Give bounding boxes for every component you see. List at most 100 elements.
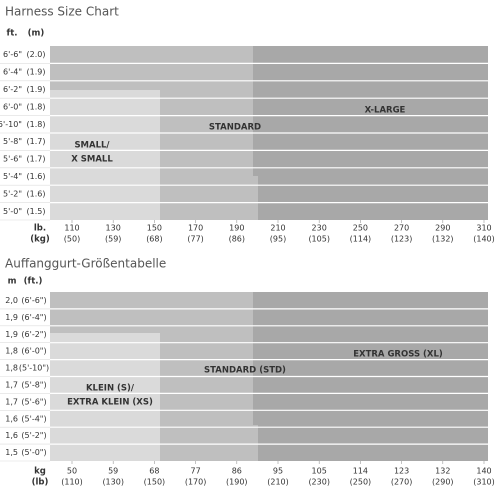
row-label: 1,6 <box>5 414 18 423</box>
row-label: (6'-0") <box>21 347 46 356</box>
column-label: (95) <box>270 235 286 244</box>
row-label: (5'-6") <box>21 397 46 406</box>
row-label: 5'-8" <box>3 137 22 146</box>
column-label: (77) <box>187 235 203 244</box>
region-label: STANDARD <box>209 123 261 133</box>
row-label: 6'-2" <box>3 85 22 94</box>
header-label: ft. <box>7 29 18 39</box>
column-label: (50) <box>64 235 80 244</box>
row-label: 2,0 <box>5 296 18 305</box>
column-label: (105) <box>308 235 330 244</box>
row-label: 1,7 <box>5 380 18 389</box>
column-label: 114 <box>353 467 368 476</box>
column-label: 250 <box>353 224 368 233</box>
column-label: (59) <box>105 235 121 244</box>
column-label: 123 <box>394 467 409 476</box>
header-label: (ft.) <box>24 277 43 287</box>
region-label: EXTRA KLEIN (XS) <box>67 398 153 408</box>
panel-title: Harness Size Chart <box>5 5 119 19</box>
column-label: (68) <box>146 235 162 244</box>
row-label: (6'-2") <box>21 330 46 339</box>
row-label: 1,8 <box>5 347 18 356</box>
panel-title: Auffanggurt-Größentabelle <box>5 257 166 271</box>
column-label: 77 <box>191 467 201 476</box>
row-label: 6'-0" <box>3 102 22 111</box>
region-label: X SMALL <box>71 155 113 165</box>
column-label: (114) <box>350 235 372 244</box>
row-label: (1.8) <box>27 102 46 111</box>
column-label: 230 <box>312 224 327 233</box>
region-label: KLEIN (S)/ <box>86 384 135 394</box>
row-label: (1.7) <box>27 137 46 146</box>
row-label: 6'-4" <box>3 68 22 77</box>
row-label: 5'-0" <box>3 207 22 216</box>
header-label: m <box>8 277 17 287</box>
row-label: 5'-10" <box>0 120 22 129</box>
column-label: (150) <box>144 478 166 487</box>
row-label: (1.5) <box>27 207 46 216</box>
axis-label: (lb) <box>32 478 49 488</box>
region-label: X-LARGE <box>365 106 406 116</box>
row-label: (1.6) <box>27 172 46 181</box>
axis-label: (kg) <box>30 235 50 245</box>
column-label: 290 <box>435 224 450 233</box>
column-label: 68 <box>149 467 159 476</box>
row-label: (6'-6") <box>21 296 46 305</box>
row-label: (1.8) <box>27 120 46 129</box>
row-label: 5'-4" <box>3 172 22 181</box>
row-label: 1,5 <box>5 448 18 457</box>
axis-label: kg <box>34 467 46 477</box>
column-label: 170 <box>188 224 203 233</box>
column-label: (310) <box>473 478 495 487</box>
column-label: 190 <box>229 224 244 233</box>
column-label: 210 <box>270 224 285 233</box>
row-label: 1,7 <box>5 397 18 406</box>
column-label: (123) <box>391 235 413 244</box>
row-label: (1.6) <box>27 189 46 198</box>
column-label: (250) <box>350 478 372 487</box>
column-label: (130) <box>102 478 124 487</box>
region-label: EXTRA GROSS (XL) <box>353 350 443 360</box>
header-label: (m) <box>28 29 45 39</box>
row-label: 5'-6" <box>3 155 22 164</box>
column-label: 130 <box>106 224 121 233</box>
row-label: (5'-4") <box>21 414 46 423</box>
row-label: (1.9) <box>27 68 46 77</box>
row-label: 1,9 <box>5 330 18 339</box>
column-label: (190) <box>226 478 248 487</box>
column-label: (210) <box>267 478 289 487</box>
row-label: 1,8 <box>5 364 18 373</box>
column-label: (230) <box>308 478 330 487</box>
row-label: (6'-4") <box>21 313 46 322</box>
row-label: 6'-6" <box>3 50 22 59</box>
column-label: 132 <box>435 467 450 476</box>
row-label: 1,9 <box>5 313 18 322</box>
row-label: (1.7) <box>27 155 46 164</box>
column-label: 310 <box>476 224 491 233</box>
row-label: 1,6 <box>5 431 18 440</box>
column-label: 86 <box>232 467 242 476</box>
column-label: 59 <box>108 467 118 476</box>
region-label: STANDARD (STD) <box>204 366 286 376</box>
column-label: 105 <box>312 467 327 476</box>
row-label: (5'-10") <box>19 364 49 373</box>
column-label: (290) <box>432 478 454 487</box>
region-small <box>50 333 160 461</box>
column-label: 140 <box>476 467 491 476</box>
column-label: (170) <box>185 478 207 487</box>
row-label: (5'-2") <box>21 431 46 440</box>
column-label: (86) <box>229 235 245 244</box>
column-label: 150 <box>147 224 162 233</box>
region-label: SMALL/ <box>74 141 110 151</box>
column-label: 110 <box>64 224 79 233</box>
column-label: (270) <box>391 478 413 487</box>
row-label: (5'-8") <box>21 380 46 389</box>
axis-label: lb. <box>34 224 46 234</box>
region-small <box>50 90 160 220</box>
column-label: (110) <box>61 478 83 487</box>
column-label: 95 <box>273 467 283 476</box>
column-label: (140) <box>473 235 495 244</box>
row-label: (1.9) <box>27 85 46 94</box>
column-label: 270 <box>394 224 409 233</box>
